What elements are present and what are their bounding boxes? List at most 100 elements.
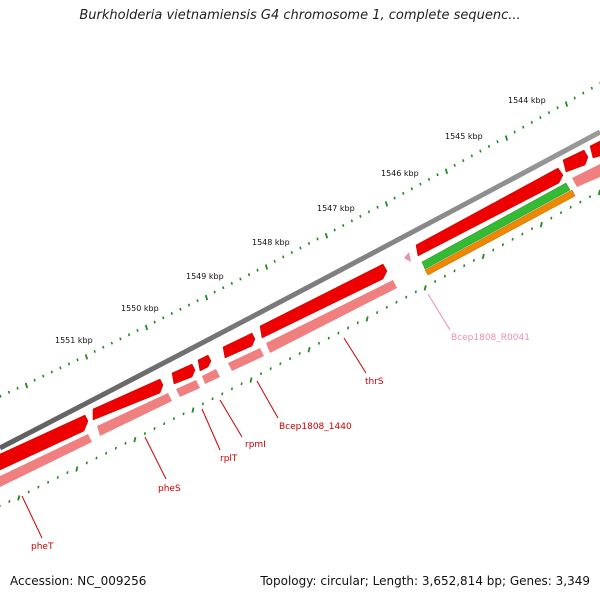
scale-dot — [187, 303, 191, 307]
tick-label-1550: 1550 kbp — [121, 304, 159, 313]
inner-scale-dot — [414, 290, 417, 294]
inner-scale-dot — [472, 259, 475, 262]
inner-scale-dot — [443, 274, 446, 278]
inner-scale-dot — [579, 200, 582, 204]
scale-dot — [110, 341, 113, 345]
inner-scale-dot — [492, 248, 495, 252]
scale-dot — [127, 333, 131, 337]
scale-dot — [179, 307, 182, 311]
inner-scale-dot — [385, 305, 388, 309]
inner-scale-dot — [47, 480, 50, 484]
scale-dot — [470, 154, 473, 158]
scale-dot — [144, 324, 149, 331]
inner-scale-dot — [95, 456, 98, 460]
inner-scale-dot — [191, 407, 195, 413]
gene-upper-3-bar — [589, 140, 600, 159]
gene-rplT-shadow — [176, 380, 200, 397]
inner-scale-dot — [530, 227, 534, 231]
scale-dot — [290, 250, 293, 254]
inner-scale-dot — [56, 475, 59, 479]
scale-dot — [376, 205, 379, 209]
inner-scale-dot — [521, 232, 524, 236]
scale-dot — [0, 394, 2, 398]
inner-scale-dot — [230, 387, 234, 391]
scale-dot — [24, 382, 29, 389]
inner-scale-dot — [550, 216, 553, 220]
leader-pheS — [144, 436, 167, 480]
forward-strand-features — [0, 140, 600, 471]
scale-dot — [504, 135, 509, 141]
inner-scale-dot — [172, 417, 175, 421]
inner-scale-dot — [569, 205, 572, 209]
inner-scale-dot — [124, 441, 127, 445]
inner-scale-dot — [259, 372, 263, 376]
scale-dot — [67, 362, 71, 366]
gene-label-thrS: thrS — [365, 377, 384, 387]
tick-label-1546: 1546 kbp — [381, 169, 419, 178]
gene-label-Bcep1808_R0041: Bcep1808_R0041 — [451, 333, 530, 343]
scale-dot — [170, 312, 173, 316]
scale-dot — [50, 370, 53, 374]
scale-ticks — [0, 189, 600, 508]
inner-scale-dot — [337, 331, 340, 335]
leader-thrS — [343, 337, 367, 374]
scale-dot — [136, 329, 139, 333]
scale-dot — [256, 268, 259, 272]
scale-dot — [153, 320, 156, 324]
summary-text: Topology: circular; Length: 3,652,814 bp… — [260, 574, 590, 588]
scale-dot — [453, 163, 456, 167]
gene-label-Bcep1808_1440: Bcep1808_1440 — [279, 422, 352, 432]
scale-dot — [513, 130, 516, 134]
gene-pheT-bar — [0, 414, 89, 471]
gene-thrS-shadow — [266, 280, 397, 353]
scale-dot — [350, 219, 353, 223]
tick-label-1544: 1544 kbp — [508, 96, 546, 105]
scale-dot — [547, 111, 551, 115]
inner-scale-dot — [85, 461, 88, 465]
inner-scale-dot — [307, 346, 311, 353]
inner-scale-dot — [423, 285, 427, 291]
inner-scale-dot — [356, 321, 359, 325]
scale-dot — [530, 120, 533, 124]
scale-dot — [333, 228, 336, 232]
gene-rpmI-bar — [197, 354, 212, 372]
backbone-ring — [0, 129, 600, 451]
scale-dot — [436, 173, 439, 177]
leader-lines — [21, 293, 451, 539]
inner-scale-dot — [559, 211, 563, 215]
scale-dot — [539, 116, 542, 120]
inner-scale-dot — [143, 432, 146, 435]
gene-thrS-bar — [259, 263, 388, 339]
scale-dot — [84, 354, 89, 360]
trna-marker — [404, 252, 411, 262]
scale-dot — [384, 201, 389, 207]
inner-scale-dot — [221, 392, 224, 396]
scale-dot — [222, 286, 225, 290]
inner-scale-dot — [114, 446, 117, 450]
rrna-green-bar — [421, 182, 571, 270]
inner-scale-dot — [105, 451, 108, 455]
inner-scale-dot — [133, 436, 137, 443]
inner-scale-dot — [201, 402, 205, 406]
inner-scale-dot — [269, 367, 272, 371]
scale-dot — [419, 182, 422, 186]
inner-scale-dot — [453, 269, 456, 273]
rrna-orange-bar — [424, 189, 576, 276]
scale-dot — [230, 281, 233, 285]
inner-scale-dot — [249, 377, 253, 383]
inner-scale-dot — [153, 427, 156, 431]
inner-scale-dot — [347, 326, 350, 330]
gene-Bcep1808_1440-bar — [222, 332, 256, 359]
scale-dot — [213, 290, 216, 294]
inner-scale-dot — [75, 466, 79, 472]
scale-dot — [76, 358, 79, 362]
scale-dot — [324, 233, 329, 239]
inner-scale-dot — [511, 237, 514, 241]
tick-label-1547: 1547 kbp — [317, 204, 355, 213]
inner-scale-dot — [376, 311, 379, 314]
inner-scale-dot — [240, 382, 243, 386]
scale-dot — [282, 255, 285, 259]
scale-dot — [444, 168, 449, 175]
gene-label-pheT: pheT — [31, 542, 54, 552]
